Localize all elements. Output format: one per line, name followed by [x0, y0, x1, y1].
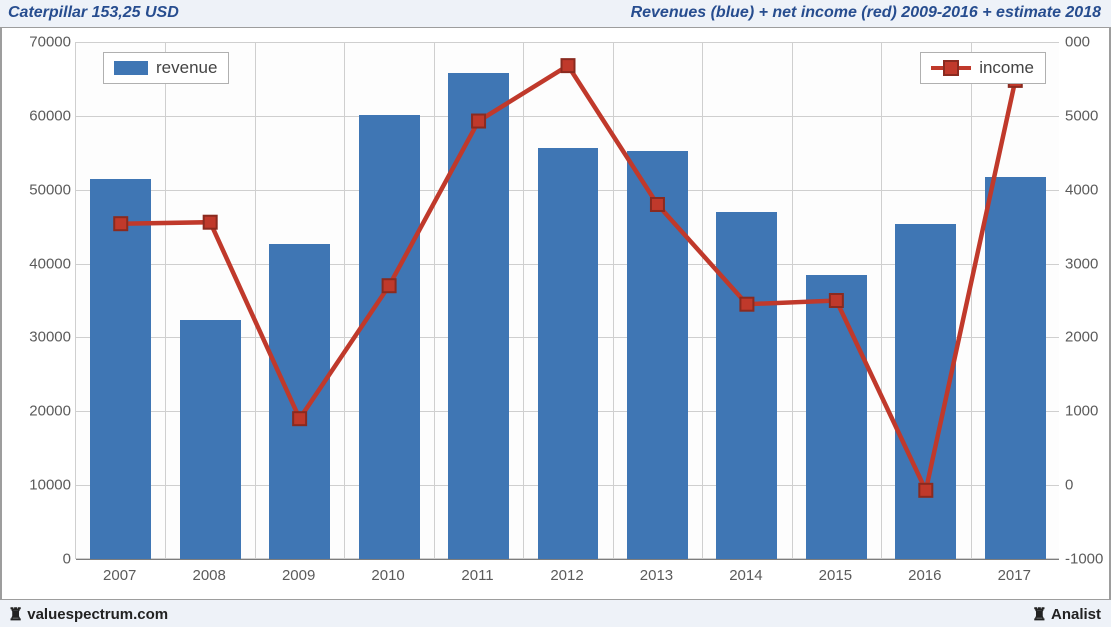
y-left-tick: 50000	[3, 181, 71, 198]
revenue-bar	[538, 148, 599, 559]
y-right-tick: 2000	[1065, 329, 1111, 346]
gridline-v	[523, 42, 524, 558]
title-left: Caterpillar 153,25 USD	[8, 4, 179, 22]
x-tick: 2015	[819, 567, 852, 584]
footer-bar: ♜valuespectrum.com ♜Analist	[0, 599, 1111, 627]
rook-icon: ♜	[1032, 606, 1047, 623]
x-tick: 2017	[998, 567, 1031, 584]
x-tick: 2007	[103, 567, 136, 584]
revenue-bar	[627, 151, 688, 559]
gridline-h	[76, 411, 1059, 412]
footer-left-text: valuespectrum.com	[27, 606, 168, 623]
x-tick: 2013	[640, 567, 673, 584]
x-tick: 2012	[550, 567, 583, 584]
revenue-bar	[806, 275, 867, 559]
y-right-tick: 1000	[1065, 403, 1111, 420]
legend-revenue: revenue	[103, 52, 229, 84]
y-left-tick: 30000	[3, 329, 71, 346]
x-tick: 2009	[282, 567, 315, 584]
gridline-h	[76, 190, 1059, 191]
x-tick: 2016	[908, 567, 941, 584]
revenue-bar	[269, 244, 330, 559]
rook-icon: ♜	[8, 606, 23, 623]
footer-right-text: Analist	[1051, 606, 1101, 623]
footer-left: ♜valuespectrum.com	[8, 606, 168, 623]
x-tick: 2008	[192, 567, 225, 584]
gridline-v	[792, 42, 793, 558]
legend-income: income	[920, 52, 1046, 84]
line-swatch-icon	[931, 60, 971, 76]
y-left-tick: 20000	[3, 403, 71, 420]
bar-swatch-icon	[114, 61, 148, 75]
gridline-h	[76, 42, 1059, 43]
x-tick: 2010	[371, 567, 404, 584]
revenue-bar	[180, 320, 241, 559]
income-line-layer	[76, 42, 1060, 559]
y-right-tick: 000	[1065, 34, 1111, 51]
legend-income-label: income	[979, 58, 1034, 78]
y-left-tick: 70000	[3, 34, 71, 51]
gridline-v	[434, 42, 435, 558]
y-right-tick: 3000	[1065, 255, 1111, 272]
gridline-h	[76, 337, 1059, 338]
gridline-v	[881, 42, 882, 558]
revenue-bar	[985, 177, 1046, 559]
y-right-tick: 5000	[1065, 107, 1111, 124]
y-left-tick: 10000	[3, 477, 71, 494]
title-bar: Caterpillar 153,25 USD Revenues (blue) +…	[0, 0, 1111, 28]
revenue-bar	[448, 73, 509, 559]
y-left-tick: 40000	[3, 255, 71, 272]
gridline-v	[165, 42, 166, 558]
x-tick: 2014	[729, 567, 762, 584]
y-left-tick: 60000	[3, 107, 71, 124]
gridline-v	[702, 42, 703, 558]
legend-revenue-label: revenue	[156, 58, 217, 78]
gridline-v	[255, 42, 256, 558]
y-right-tick: 4000	[1065, 181, 1111, 198]
gridline-h	[76, 485, 1059, 486]
y-right-tick: 0	[1065, 477, 1111, 494]
gridline-h	[76, 116, 1059, 117]
revenue-bar	[716, 212, 777, 559]
y-right-tick: -1000	[1065, 551, 1111, 568]
gridline-v	[613, 42, 614, 558]
revenue-bar	[359, 115, 420, 559]
revenue-bar	[895, 224, 956, 559]
y-left-tick: 0	[3, 551, 71, 568]
title-right: Revenues (blue) + net income (red) 2009-…	[631, 4, 1101, 22]
footer-right: ♜Analist	[1032, 606, 1101, 623]
revenue-bar	[90, 179, 151, 559]
gridline-v	[344, 42, 345, 558]
plot-area	[75, 42, 1059, 559]
gridline-h	[76, 264, 1059, 265]
gridline-v	[971, 42, 972, 558]
x-tick: 2011	[461, 567, 493, 584]
